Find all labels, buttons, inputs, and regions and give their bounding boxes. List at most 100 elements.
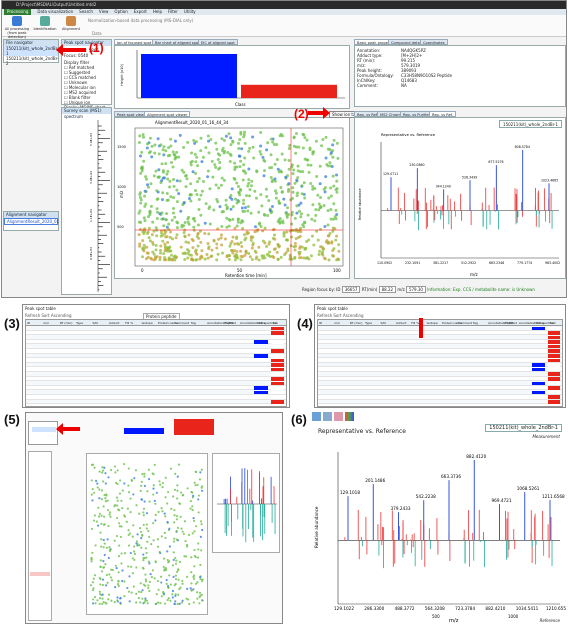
scatter-point[interactable] xyxy=(246,205,250,209)
scatter-point[interactable] xyxy=(243,130,247,134)
scatter-point[interactable] xyxy=(271,140,275,144)
scatter-point[interactable] xyxy=(146,230,150,234)
scatter-point[interactable] xyxy=(152,252,156,256)
scatter-point[interactable] xyxy=(326,234,330,238)
scatter-point[interactable] xyxy=(331,155,335,159)
scatter-point[interactable] xyxy=(172,184,176,188)
scatter-point[interactable] xyxy=(324,135,328,139)
scatter-point[interactable] xyxy=(243,233,247,237)
scatter-point[interactable] xyxy=(266,141,270,145)
scatter-point[interactable] xyxy=(159,248,163,252)
scatter-point[interactable] xyxy=(163,229,167,233)
scatter-point[interactable] xyxy=(168,249,172,253)
scatter-point[interactable] xyxy=(224,203,228,207)
scatter-point[interactable] xyxy=(166,169,170,173)
scatter-point[interactable] xyxy=(172,196,176,200)
table-header-cell[interactable]: Type xyxy=(365,321,373,325)
scatter-point[interactable] xyxy=(170,218,174,222)
menu-help[interactable]: Help xyxy=(152,9,162,14)
mini-alignment-file[interactable] xyxy=(30,572,50,576)
scatter-point[interactable] xyxy=(322,247,326,251)
scatter-point[interactable] xyxy=(235,249,239,253)
scatter-point[interactable] xyxy=(220,225,224,229)
alignment-file-item[interactable]: AlignmentResult_2020_01 xyxy=(4,218,59,225)
scatter-point[interactable] xyxy=(189,163,193,167)
scatter-point[interactable] xyxy=(241,227,245,231)
scatter-point[interactable] xyxy=(247,194,251,198)
scatter-point[interactable] xyxy=(287,187,291,191)
scatter-point[interactable] xyxy=(137,140,141,144)
scatter-point[interactable] xyxy=(268,208,272,212)
scatter-point[interactable] xyxy=(331,254,335,258)
scatter-point[interactable] xyxy=(231,251,235,255)
scatter-point[interactable] xyxy=(263,169,267,173)
scatter-point[interactable] xyxy=(277,218,281,222)
scatter-point[interactable] xyxy=(245,232,249,236)
scatter-point[interactable] xyxy=(247,149,251,153)
scatter-point[interactable] xyxy=(244,236,248,240)
lock-icon[interactable] xyxy=(334,412,343,421)
scatter-point[interactable] xyxy=(248,146,252,150)
scatter-point[interactable] xyxy=(190,151,194,155)
scatter-point[interactable] xyxy=(315,229,319,233)
scatter-point[interactable] xyxy=(291,186,295,190)
scatter-point[interactable] xyxy=(233,165,237,169)
scatter-point[interactable] xyxy=(182,201,186,205)
scatter-point[interactable] xyxy=(242,135,246,139)
scatter-point[interactable] xyxy=(239,258,243,262)
scatter-point[interactable] xyxy=(208,187,212,191)
scatter-point[interactable] xyxy=(244,249,248,253)
bar-A[interactable] xyxy=(141,54,237,98)
scatter-point[interactable] xyxy=(259,130,263,134)
scatter-point[interactable] xyxy=(265,194,269,198)
scatter-point[interactable] xyxy=(139,166,143,170)
scatter-point[interactable] xyxy=(165,212,169,216)
scatter-point[interactable] xyxy=(301,223,305,227)
scatter-point[interactable] xyxy=(259,152,263,156)
scatter-point[interactable] xyxy=(204,202,208,206)
scatter-point[interactable] xyxy=(229,143,233,147)
scatter-point[interactable] xyxy=(302,256,306,260)
scatter-point[interactable] xyxy=(329,186,333,190)
scatter-point[interactable] xyxy=(314,208,318,212)
table-row[interactable] xyxy=(318,358,562,363)
scatter-point[interactable] xyxy=(282,234,286,238)
scatter-point[interactable] xyxy=(313,187,317,191)
scatter-point[interactable] xyxy=(315,175,319,179)
scatter-point[interactable] xyxy=(233,161,237,165)
scatter-point[interactable] xyxy=(148,150,152,154)
peak-table-4[interactable]: ID m/z RT (min) Type S/N Adduct Fill % Isotope P… xyxy=(317,319,563,407)
scatter-point[interactable] xyxy=(264,187,268,191)
scatter-point[interactable] xyxy=(155,228,159,232)
scatter-point[interactable] xyxy=(241,219,245,223)
scatter-point[interactable] xyxy=(241,209,245,213)
scatter-point[interactable] xyxy=(273,237,277,241)
scatter-point[interactable] xyxy=(298,246,302,250)
scatter-point[interactable] xyxy=(155,234,159,238)
scatter-point[interactable] xyxy=(206,169,210,173)
scatter-point[interactable] xyxy=(329,151,333,155)
scatter-point[interactable] xyxy=(148,239,152,243)
scatter-point[interactable] xyxy=(219,236,223,240)
scatter-point[interactable] xyxy=(321,138,325,142)
scatter-point[interactable] xyxy=(161,170,165,174)
scatter-point[interactable] xyxy=(296,164,300,168)
scatter-point[interactable] xyxy=(225,225,229,229)
scatter-point[interactable] xyxy=(151,220,155,224)
scatter-point[interactable] xyxy=(174,156,178,160)
scatter-point[interactable] xyxy=(175,255,179,259)
scatter-point[interactable] xyxy=(143,189,147,193)
scatter-point[interactable] xyxy=(328,148,332,152)
tab-alignment-spot-viewer[interactable]: Alignment spot viewer xyxy=(144,111,191,117)
scatter-point[interactable] xyxy=(144,202,148,206)
scatter-point[interactable] xyxy=(173,215,177,219)
menu-data-visualization[interactable]: Data visualization xyxy=(37,9,74,14)
scatter-point[interactable] xyxy=(210,159,214,163)
scatter-point[interactable] xyxy=(207,232,211,236)
scatter-point[interactable] xyxy=(171,206,175,210)
scatter-point[interactable] xyxy=(161,148,165,152)
scatter-point[interactable] xyxy=(195,193,199,197)
scatter-point[interactable] xyxy=(144,175,148,179)
scatter-point[interactable] xyxy=(273,247,277,251)
scatter-point[interactable] xyxy=(186,140,190,144)
